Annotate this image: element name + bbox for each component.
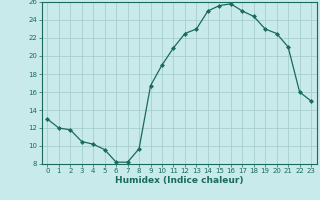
X-axis label: Humidex (Indice chaleur): Humidex (Indice chaleur) — [115, 176, 244, 185]
